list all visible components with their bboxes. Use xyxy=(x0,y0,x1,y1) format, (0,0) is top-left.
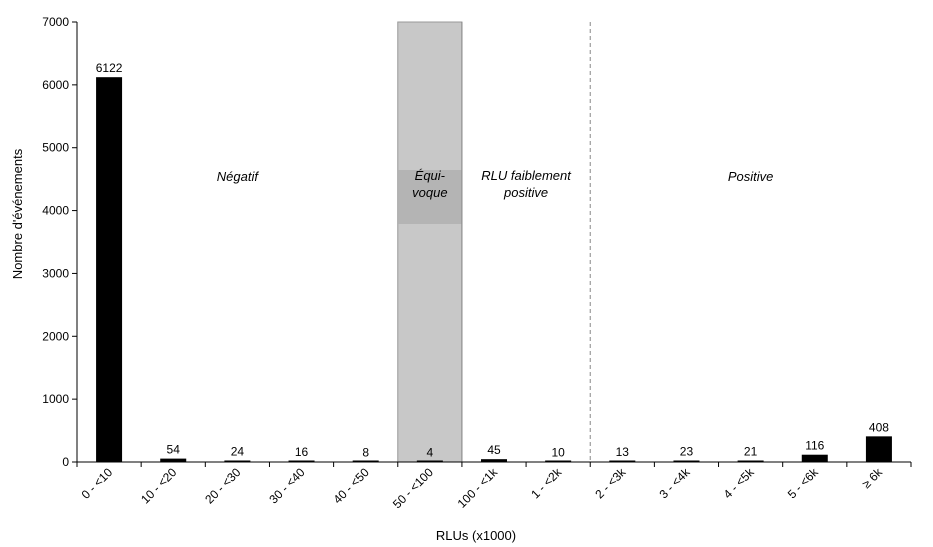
value-label-9: 23 xyxy=(680,445,694,459)
bar-6 xyxy=(481,459,507,462)
bar-1 xyxy=(160,458,187,462)
x-axis-label: RLUs (x1000) xyxy=(436,528,516,543)
x-tick-label-11: 5 - <6k xyxy=(785,465,822,502)
bar-12 xyxy=(865,436,892,462)
y-tick-label-4000: 4000 xyxy=(42,204,69,218)
y-tick-label-2000: 2000 xyxy=(42,329,69,343)
x-tick-label-7: 1 - <2k xyxy=(528,465,565,502)
x-tick-label-8: 2 - <3k xyxy=(592,465,629,502)
y-axis-label: Nombre d'événements xyxy=(10,148,25,279)
region-label-0-0: Négatif xyxy=(217,169,260,184)
x-tick-label-3: 30 - <40 xyxy=(266,465,308,507)
value-label-10: 21 xyxy=(744,445,758,459)
bar-7 xyxy=(545,460,572,462)
x-tick-label-4: 40 - <50 xyxy=(331,465,373,507)
bar-11 xyxy=(801,454,828,462)
region-label-2-1: positive xyxy=(503,185,548,200)
x-tick-label-5: 50 - <100 xyxy=(390,465,436,511)
value-label-2: 24 xyxy=(231,444,245,458)
bar-2 xyxy=(224,460,251,462)
bar-9 xyxy=(673,460,700,462)
region-label-1-0: Équi- xyxy=(415,168,446,183)
bar-10 xyxy=(737,460,764,462)
equivocal-band xyxy=(397,21,463,463)
region-label-2-0: RLU faiblement xyxy=(481,168,572,183)
bar-5 xyxy=(416,460,443,462)
equivocal-label-box xyxy=(398,170,462,224)
x-tick-label-2: 20 - <30 xyxy=(202,465,244,507)
y-tick-label-1000: 1000 xyxy=(42,392,69,406)
y-tick-label-3000: 3000 xyxy=(42,266,69,280)
axes xyxy=(72,21,912,467)
value-label-5: 4 xyxy=(427,446,434,460)
value-label-11: 116 xyxy=(805,439,824,453)
y-tick-label-7000: 7000 xyxy=(42,15,69,29)
y-tick-label-6000: 6000 xyxy=(42,78,69,92)
region-label-3-0: Positive xyxy=(728,169,774,184)
value-label-4: 8 xyxy=(362,445,369,459)
bar-8 xyxy=(609,460,636,462)
region-layer xyxy=(397,21,463,463)
region-label-1-1: voque xyxy=(412,185,447,200)
x-tick-label-1: 10 - <20 xyxy=(138,465,180,507)
x-tick-label-6: 100 - <1k xyxy=(455,465,501,511)
value-label-12: 408 xyxy=(869,420,889,434)
y-tick-label-0: 0 xyxy=(62,455,69,469)
x-tick-label-0: 0 - <10 xyxy=(79,465,116,502)
value-label-3: 16 xyxy=(295,445,309,459)
value-label-0: 6122 xyxy=(96,61,123,75)
region-dividers xyxy=(461,22,591,462)
value-label-1: 54 xyxy=(167,443,181,457)
y-tick-label-5000: 5000 xyxy=(42,141,69,155)
bar-0 xyxy=(96,77,123,462)
bar-3 xyxy=(288,460,315,462)
labels: Négatif Équi-voque RLU faiblement positive P… xyxy=(42,15,889,511)
value-label-6: 45 xyxy=(487,443,501,457)
bar-4 xyxy=(352,460,379,462)
bars xyxy=(96,77,892,462)
value-label-7: 10 xyxy=(551,445,565,459)
x-tick-label-9: 3 - <4k xyxy=(656,465,693,502)
x-tick-label-12: ≥ 6k xyxy=(859,465,886,492)
value-label-8: 13 xyxy=(616,445,630,459)
x-tick-label-10: 4 - <5k xyxy=(721,465,758,502)
